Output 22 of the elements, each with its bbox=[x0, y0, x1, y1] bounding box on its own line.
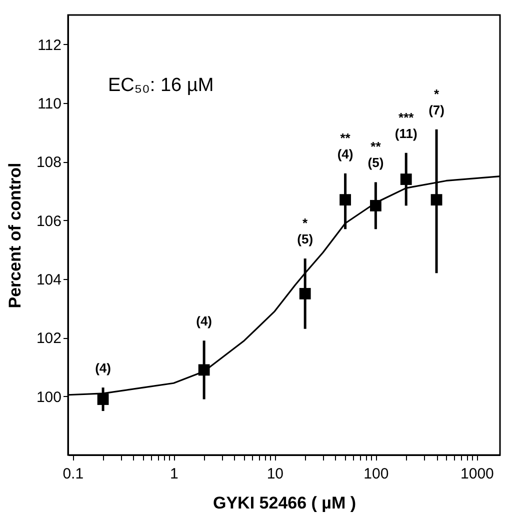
x-tick-label: 10 bbox=[266, 466, 284, 482]
x-tick-label: 0.1 bbox=[62, 466, 84, 482]
x-axis-title: GYKI 52466 ( µM ) bbox=[212, 494, 356, 512]
annotation: * (7) bbox=[428, 86, 444, 118]
annotation: *** (11) bbox=[394, 110, 418, 141]
y-tick-label: 102 bbox=[36, 330, 62, 348]
y-tick-label: 106 bbox=[36, 212, 62, 230]
annotation: * (5) bbox=[297, 215, 314, 246]
y-tick-label: 104 bbox=[36, 272, 62, 288]
x-tick-label: 1000 bbox=[460, 466, 494, 482]
annotation: (4) bbox=[95, 360, 111, 376]
y-axis-title: Percent of control bbox=[5, 162, 24, 308]
x-tick-label: 1 bbox=[170, 466, 178, 482]
y-tick-label: 110 bbox=[38, 96, 62, 112]
y-tick-label: 108 bbox=[36, 154, 62, 172]
annotation: ** (4) bbox=[337, 130, 354, 162]
y-tick-label: 112 bbox=[38, 36, 62, 54]
annotation: EC₅₀: 16 µM bbox=[108, 75, 214, 96]
annotation: ** (5) bbox=[368, 139, 384, 170]
y-tick-label: 100 bbox=[36, 388, 62, 406]
x-tick-label: 100 bbox=[364, 466, 389, 482]
annotation: (4) bbox=[196, 314, 212, 329]
